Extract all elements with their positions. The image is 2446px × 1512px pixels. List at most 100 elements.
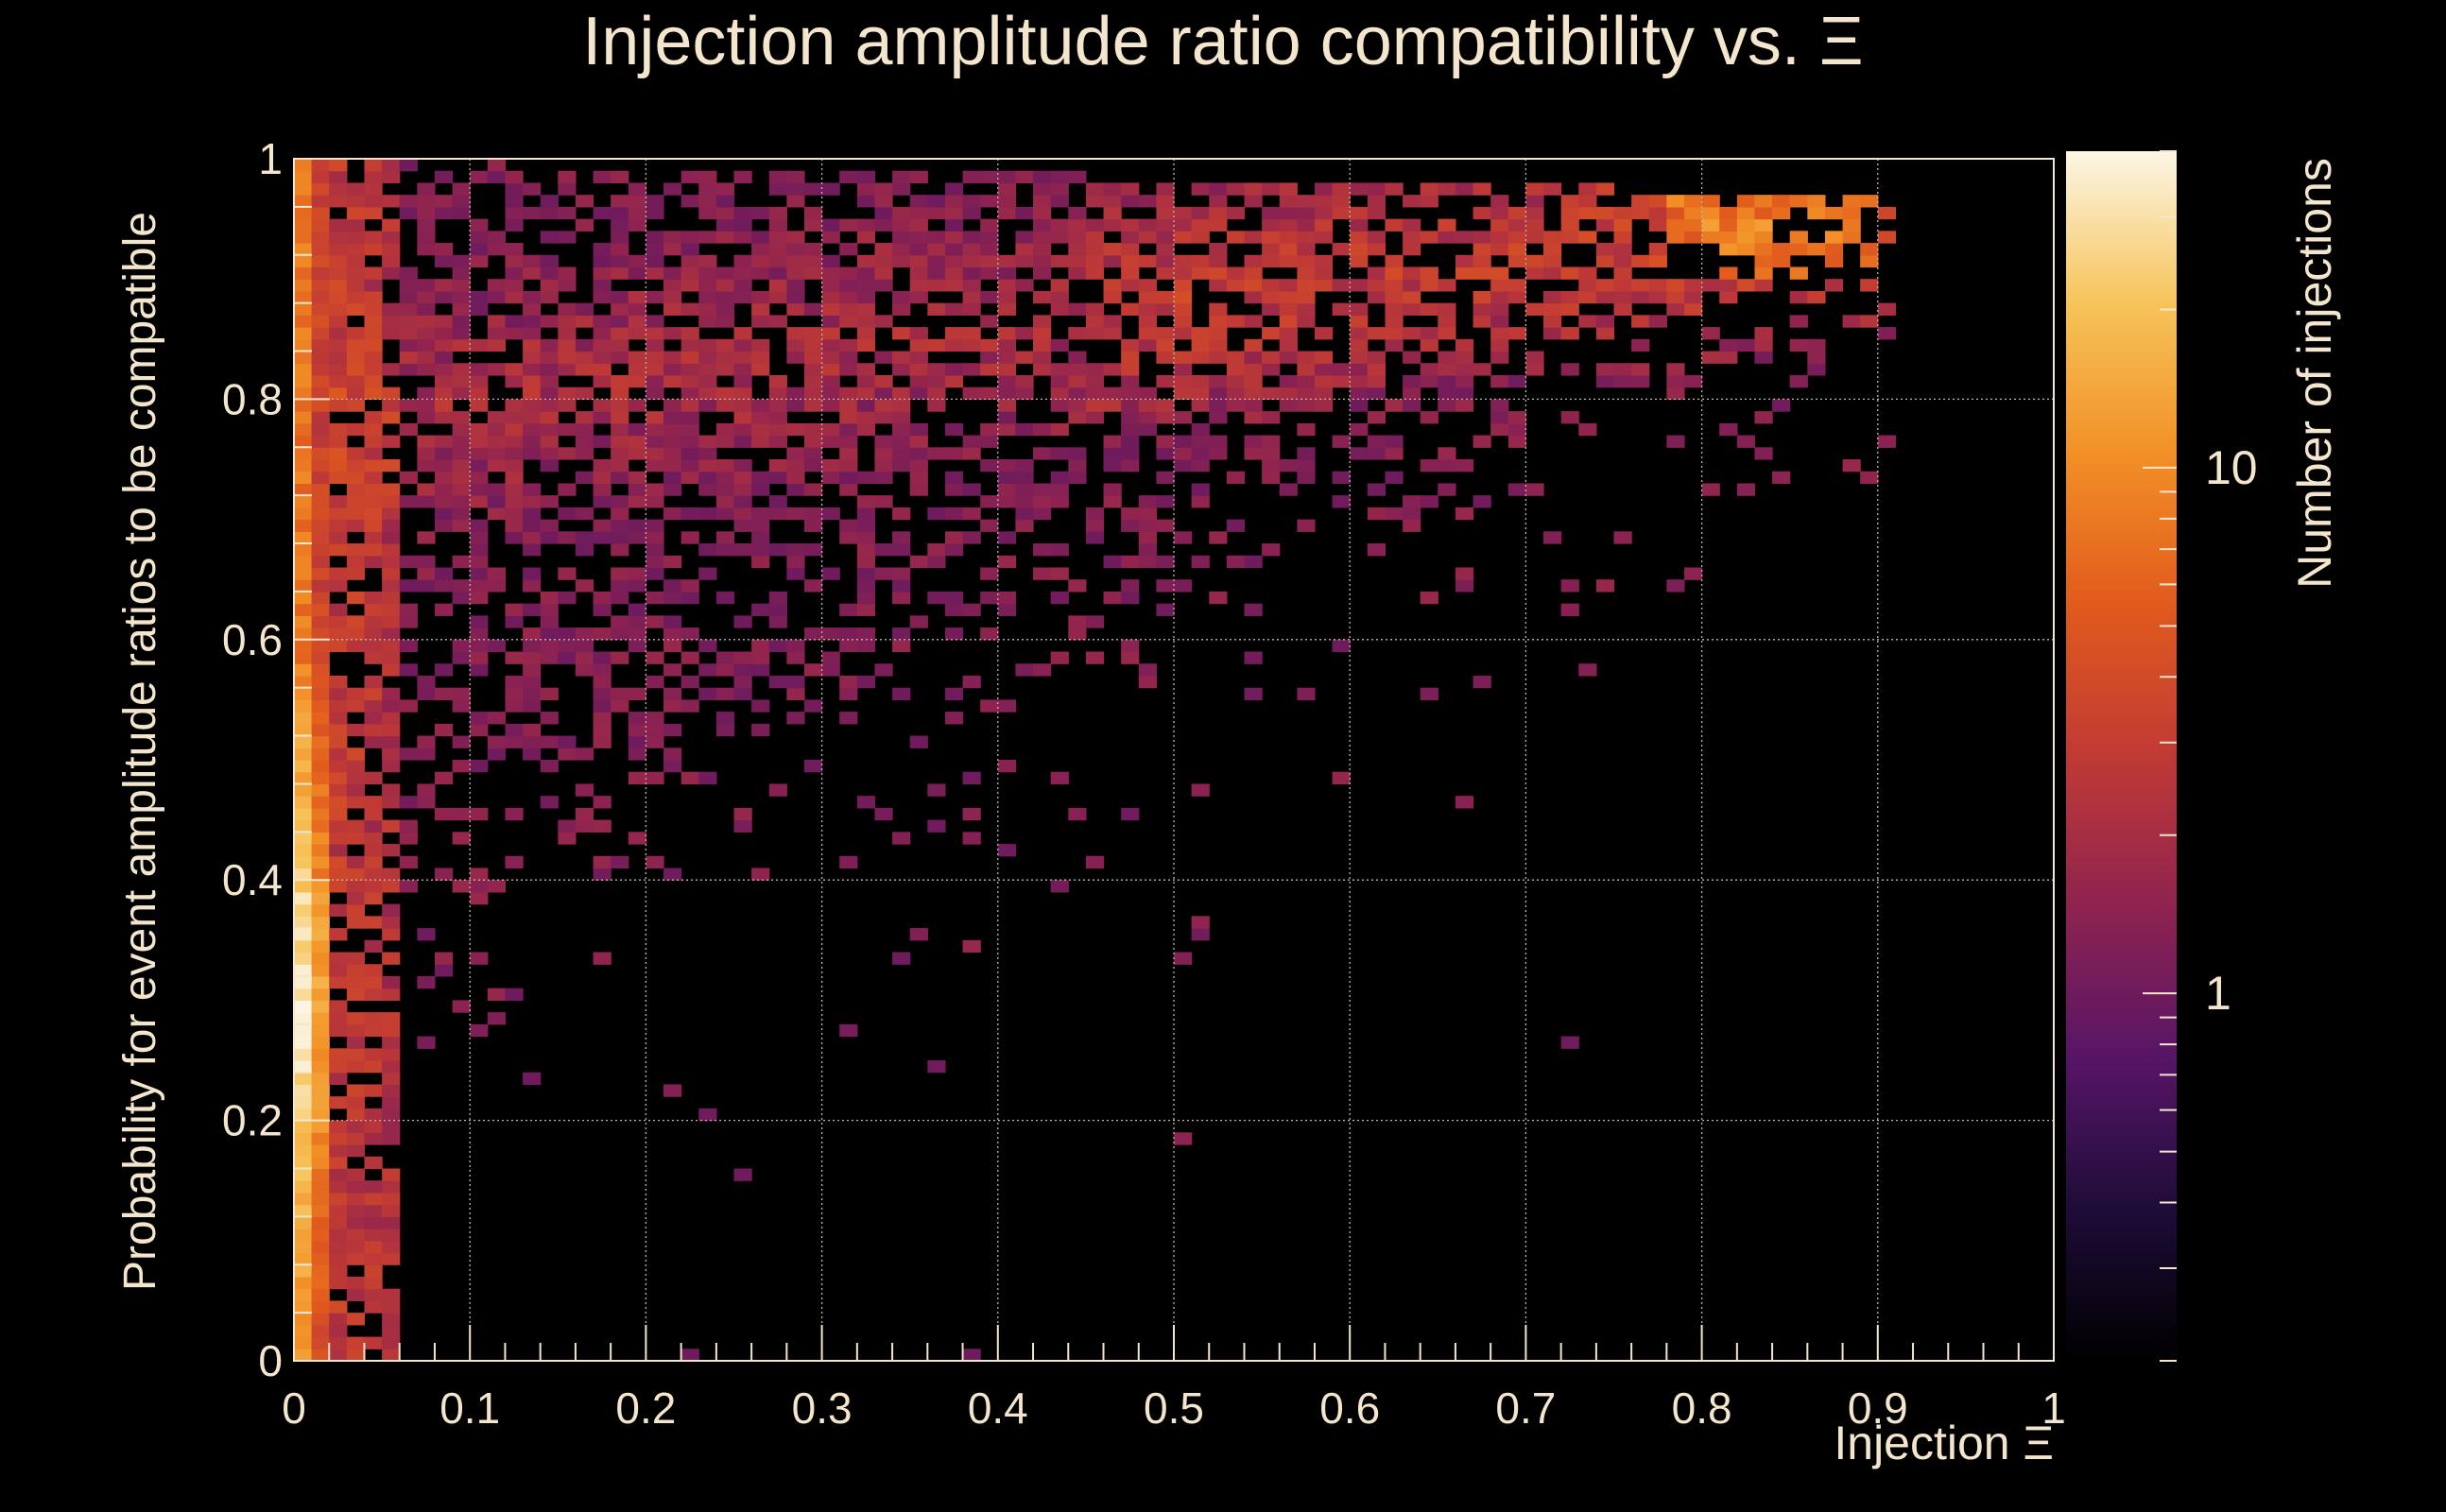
heatmap-cell <box>997 206 1017 220</box>
heatmap-cell <box>329 1120 348 1133</box>
heatmap-cell <box>646 206 664 220</box>
heatmap-cell <box>786 675 805 689</box>
heatmap-cell <box>1789 374 1808 388</box>
heatmap-cell <box>1772 399 1791 412</box>
heatmap-cell <box>1560 327 1579 340</box>
heatmap-cell <box>1121 266 1140 280</box>
heatmap-cell <box>1015 483 1034 496</box>
heatmap-cell <box>487 735 507 748</box>
heatmap-cell <box>1455 266 1474 280</box>
heatmap-cell <box>1156 555 1175 569</box>
heatmap-cell <box>698 447 717 460</box>
heatmap-cell <box>856 374 876 388</box>
heatmap-cell <box>294 1180 313 1194</box>
heatmap-cell <box>646 327 664 340</box>
heatmap-cell <box>470 435 489 448</box>
heatmap-cell <box>628 471 646 485</box>
heatmap-cell <box>1613 302 1632 316</box>
heatmap-cell <box>1666 290 1685 304</box>
heatmap-cell <box>1824 243 1844 256</box>
heatmap-cell <box>803 627 823 641</box>
heatmap-cell <box>399 195 418 208</box>
heatmap-cell <box>311 495 330 508</box>
heatmap-cell <box>1033 363 1052 376</box>
heatmap-cell <box>1736 483 1756 496</box>
heatmap-cell <box>505 447 524 460</box>
heatmap-cell <box>892 243 911 256</box>
heatmap-cell <box>628 627 646 641</box>
heatmap-cell <box>399 495 418 508</box>
heatmap-cell <box>962 531 981 544</box>
heatmap-cell <box>1226 374 1246 388</box>
heatmap-cell <box>646 723 664 737</box>
heatmap-cell <box>1156 435 1175 448</box>
heatmap-cell <box>892 231 911 244</box>
heatmap-cell <box>733 206 752 220</box>
heatmap-cell <box>417 567 436 580</box>
heatmap-cell <box>768 290 787 304</box>
heatmap-cell <box>346 422 366 437</box>
heatmap-cell <box>1578 231 1597 244</box>
heatmap-cell <box>1297 519 1316 532</box>
heatmap-cell <box>962 254 981 268</box>
heatmap-cell <box>1455 374 1474 388</box>
heatmap-cell <box>346 916 366 929</box>
heatmap-cell <box>558 279 577 292</box>
heatmap-cell <box>1068 459 1087 472</box>
heatmap-cell <box>346 447 366 460</box>
heatmap-cell <box>346 1023 366 1038</box>
heatmap-cell <box>646 555 664 569</box>
heatmap-cell <box>768 315 787 328</box>
heatmap-cell <box>1209 254 1228 268</box>
heatmap-cell <box>505 435 524 448</box>
heatmap-cell <box>1174 302 1193 316</box>
heatmap-cell <box>1156 603 1175 616</box>
heatmap-cell <box>311 1324 330 1338</box>
heatmap-cell <box>364 1300 383 1314</box>
heatmap-cell <box>1507 279 1526 292</box>
heatmap-cell <box>715 651 735 664</box>
heatmap-cell <box>329 1204 348 1217</box>
heatmap-cell <box>417 747 436 761</box>
heatmap-cell <box>1455 579 1474 593</box>
heatmap-cell <box>856 591 876 605</box>
heatmap-cell <box>663 363 682 376</box>
heatmap-cell <box>1403 243 1421 256</box>
heatmap-cell <box>346 591 366 605</box>
heatmap-cell <box>417 387 436 400</box>
heatmap-cell <box>1666 387 1685 400</box>
heatmap-cell <box>1719 231 1738 244</box>
heatmap-cell <box>523 374 542 388</box>
heatmap-cell <box>751 290 770 304</box>
heatmap-cell <box>962 290 981 304</box>
heatmap-cell <box>1279 387 1298 400</box>
heatmap-cell <box>944 374 964 388</box>
heatmap-cell <box>505 855 524 869</box>
heatmap-cell <box>1613 243 1632 256</box>
heatmap-cell <box>417 796 436 809</box>
heatmap-cell <box>1191 387 1210 400</box>
heatmap-cell <box>680 327 699 340</box>
heatmap-cell <box>364 1276 383 1290</box>
heatmap-cell <box>311 315 330 328</box>
heatmap-cell <box>434 663 454 677</box>
heatmap-cell <box>874 543 893 557</box>
heatmap-cell <box>1595 254 1615 268</box>
heatmap-cell <box>434 868 454 881</box>
heatmap-cell <box>1138 675 1157 689</box>
heatmap-cell <box>1297 387 1316 400</box>
heatmap-cell <box>856 290 876 304</box>
heatmap-cell <box>470 712 489 725</box>
heatmap-cell <box>997 699 1017 713</box>
heatmap-cell <box>1473 315 1491 328</box>
heatmap-cell <box>470 170 489 184</box>
heatmap-cell <box>927 543 946 557</box>
heatmap-cell <box>628 771 646 785</box>
heatmap-cell <box>452 338 471 352</box>
x-tick-label: 0.6 <box>1319 1383 1380 1433</box>
heatmap-cell <box>1244 351 1263 364</box>
heatmap-cell <box>294 290 313 304</box>
heatmap-cell <box>294 975 313 989</box>
heatmap-cell <box>892 363 911 376</box>
heatmap-cell <box>1244 687 1263 700</box>
